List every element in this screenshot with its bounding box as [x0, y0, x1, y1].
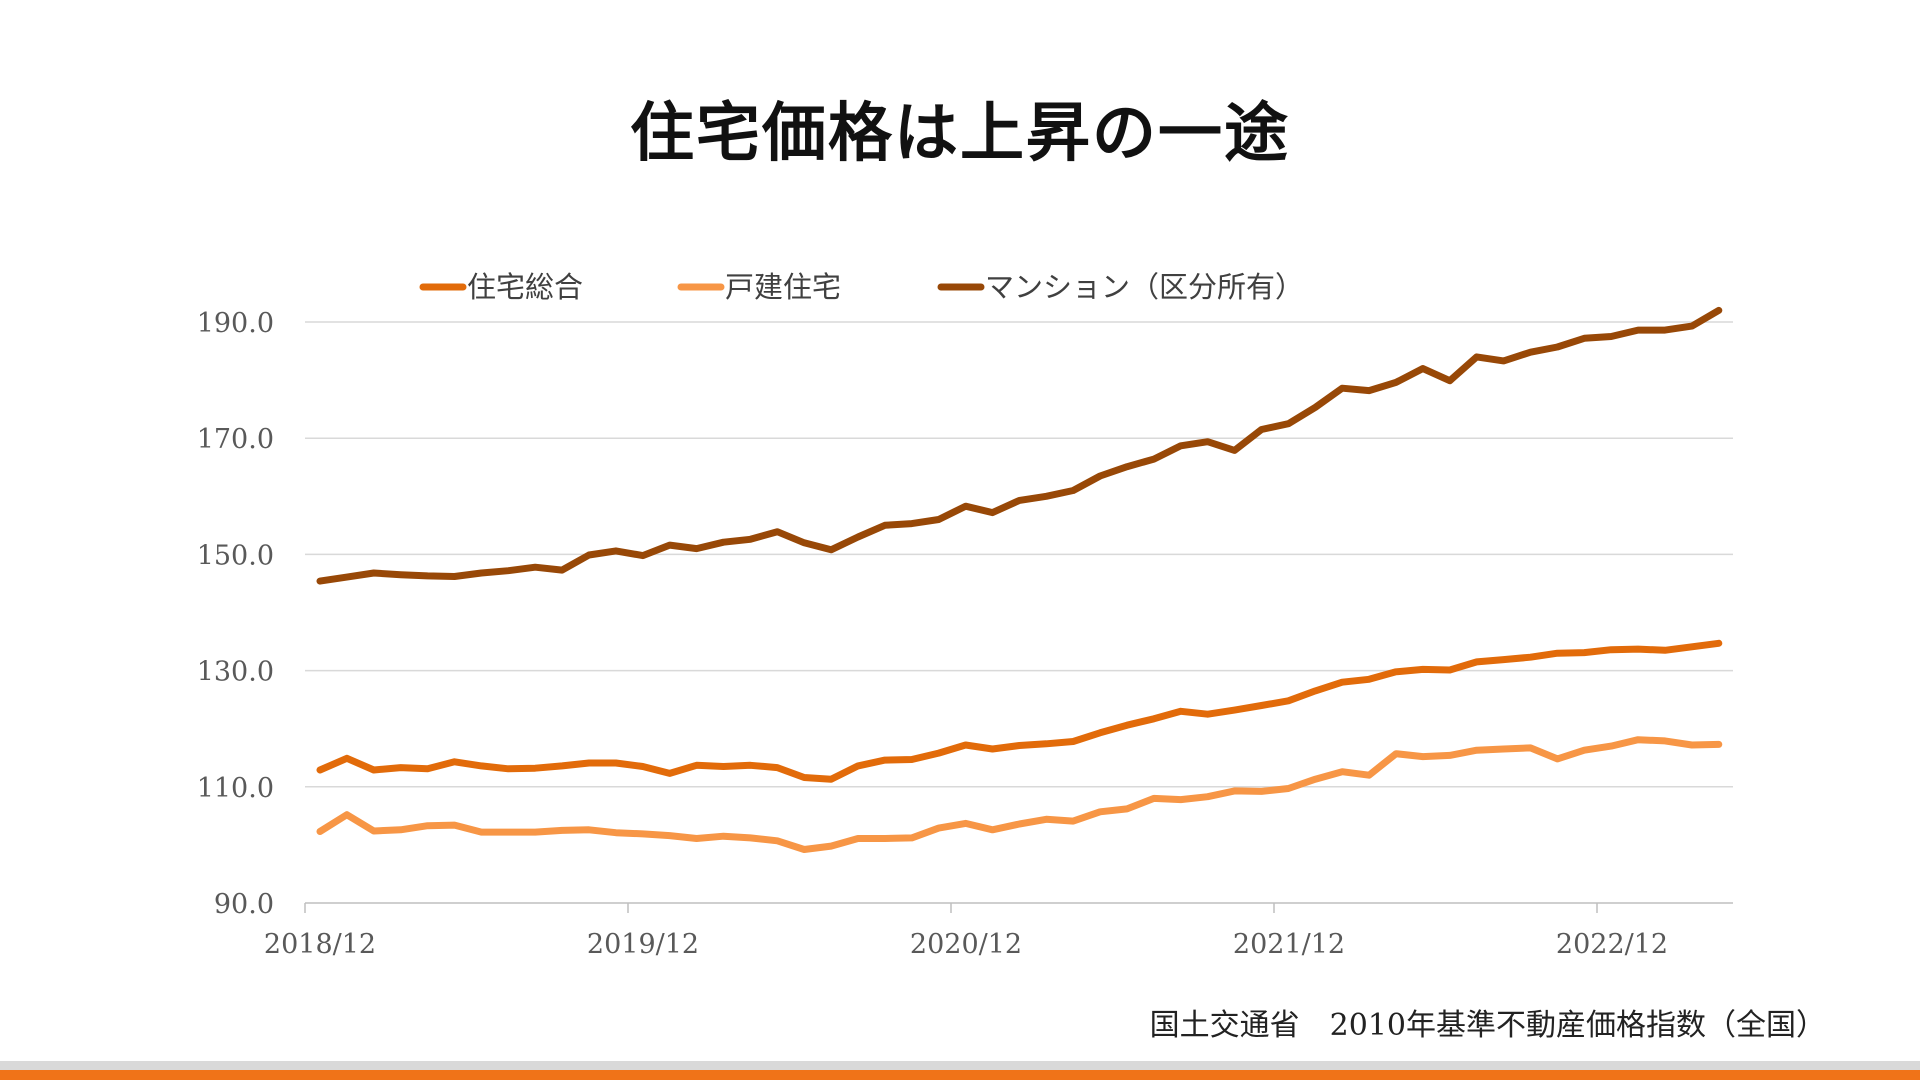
series-line-3: [316, 306, 1723, 585]
gridlines: [305, 321, 1733, 788]
x-tick-label: 2021/12: [1233, 929, 1345, 960]
legend: 住宅総合 戸建住宅 マンション（区分所有）: [419, 270, 1304, 304]
x-axis-labels: 2018/12 2019/12 2020/12 2021/12 2022/12: [264, 929, 1668, 960]
y-tick-label: 110.0: [197, 773, 274, 804]
series-line-2: [316, 736, 1723, 853]
x-tick-label: 2020/12: [910, 929, 1022, 960]
source-note: 国土交通省 2010年基準不動産価格指数（全国）: [1149, 1008, 1826, 1043]
x-tick-label: 2022/12: [1556, 929, 1668, 960]
footer-band-orange: [0, 1070, 1920, 1080]
legend-label: マンション（区分所有）: [985, 270, 1304, 304]
y-axis-labels: 90.0 110.0 130.0 150.0 170.0 190.0: [197, 308, 274, 920]
x-tick-label: 2019/12: [587, 929, 699, 960]
legend-label: 戸建住宅: [725, 270, 841, 304]
y-tick-label: 190.0: [197, 308, 274, 339]
chart-title: 住宅価格は上昇の一途: [630, 96, 1290, 171]
series-lines: [316, 306, 1723, 853]
y-tick-label: 90.0: [214, 889, 274, 920]
y-tick-label: 130.0: [197, 657, 274, 688]
x-axis: [304, 902, 1733, 913]
legend-label: 住宅総合: [467, 270, 583, 304]
x-tick-label: 2018/12: [264, 929, 376, 960]
y-tick-label: 150.0: [197, 540, 274, 571]
series-line-1: [316, 639, 1723, 783]
y-tick-label: 170.0: [197, 424, 274, 455]
footer-band-gray: [0, 1061, 1920, 1070]
